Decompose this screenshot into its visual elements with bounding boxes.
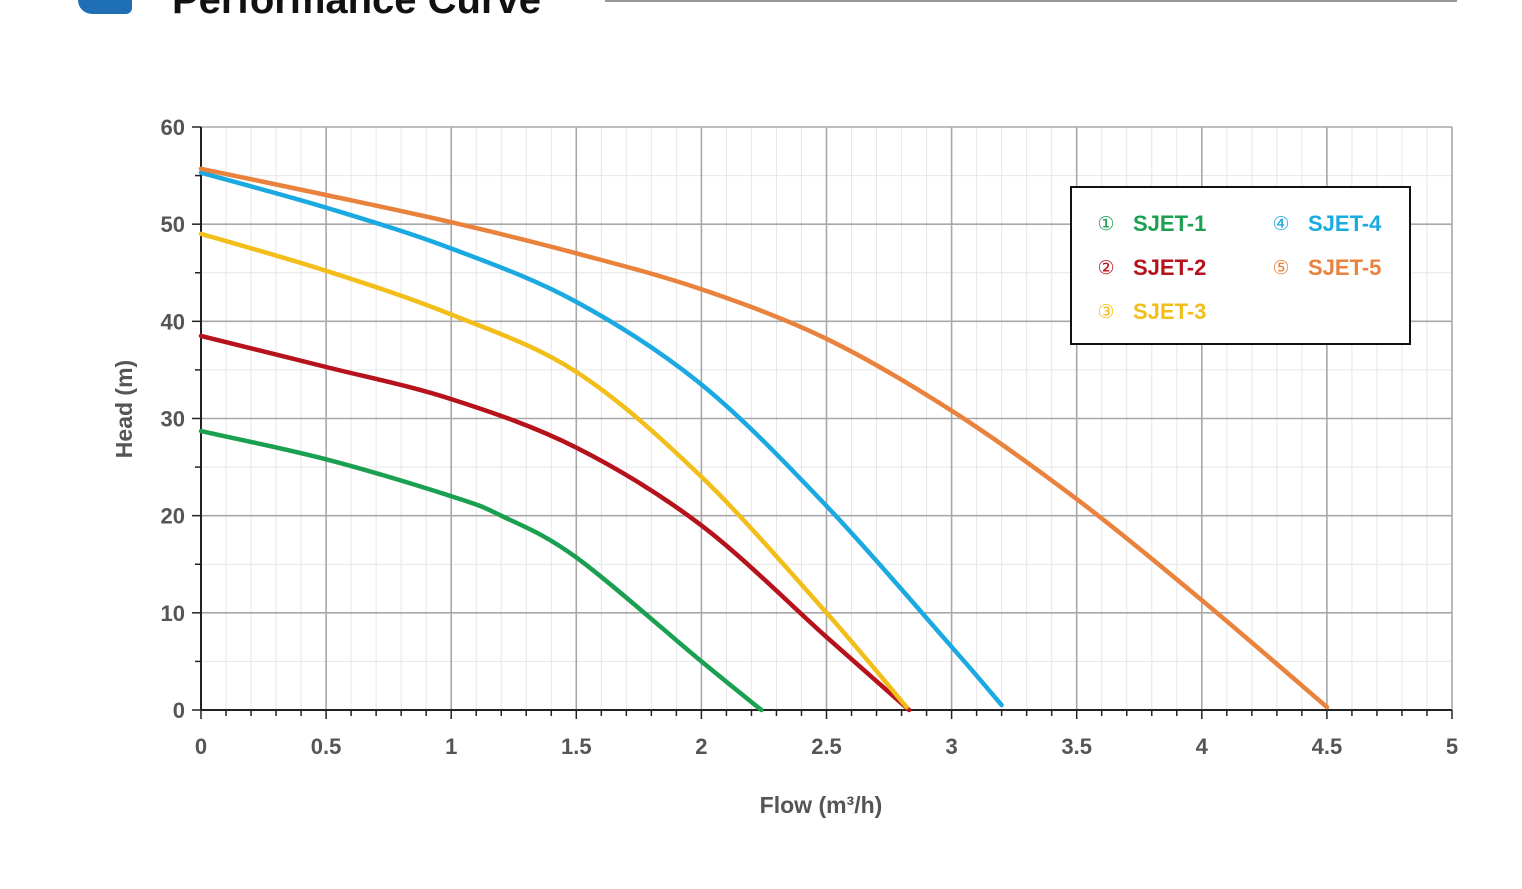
legend-label-sjet-4: SJET-4 [1308,211,1382,236]
legend-label-sjet-2: SJET-2 [1133,255,1206,280]
legend-label-sjet-3: SJET-3 [1133,299,1206,324]
x-tick-label: 0.5 [311,734,342,759]
series-line-sjet-4 [198,170,1004,708]
x-tick-label: 2.5 [811,734,842,759]
y-tick-labels: 0 10 20 30 40 50 60 [161,115,185,723]
tick-marks [192,126,1453,719]
y-tick-label: 60 [161,115,185,140]
x-tick-label: 1.5 [561,734,592,759]
y-tick-label: 30 [161,407,185,432]
legend-label-sjet-1: SJET-1 [1133,211,1206,236]
y-tick-label: 10 [161,601,185,626]
x-axis-title: Flow (m³/h) [760,792,883,818]
x-tick-label: 5 [1446,734,1458,759]
y-tick-label: 40 [161,309,185,334]
series-line-sjet-2 [198,333,912,713]
series-line-sjet-5 [198,166,1330,710]
header-badge-icon [78,0,132,14]
legend-marker-sjet-1: ① [1097,213,1114,235]
legend-marker-sjet-2: ② [1097,257,1114,279]
y-tick-label: 50 [161,212,185,237]
legend-marker-sjet-4: ④ [1272,213,1289,235]
series-line-sjet-3 [198,231,909,710]
x-tick-label: 3.5 [1061,734,1092,759]
y-tick-label: 20 [161,504,185,529]
legend: ① SJET-1 ② SJET-2 ③ SJET-3 ④ SJET-4 ⑤ SJET-5 [1070,186,1411,345]
x-tick-label: 3 [945,734,957,759]
x-tick-label: 4 [1196,734,1209,759]
x-tick-label: 0 [195,734,207,759]
x-tick-label: 1 [445,734,457,759]
x-tick-label: 2 [695,734,707,759]
legend-box [1070,186,1411,345]
legend-marker-sjet-5: ⑤ [1272,257,1289,279]
series-line-sjet-1 [198,428,764,713]
page-title: Performance Curve [172,0,542,22]
x-tick-label: 4.5 [1312,734,1343,759]
y-tick-label: 0 [173,698,185,723]
legend-label-sjet-5: SJET-5 [1308,255,1381,280]
legend-marker-sjet-3: ③ [1097,301,1114,323]
x-tick-labels: 0 0.5 1 1.5 2 2.5 3 3.5 4 4.5 5 [195,734,1458,759]
series-lines [198,166,1330,713]
header-divider [605,0,1457,2]
y-axis-title: Head (m) [111,360,137,458]
